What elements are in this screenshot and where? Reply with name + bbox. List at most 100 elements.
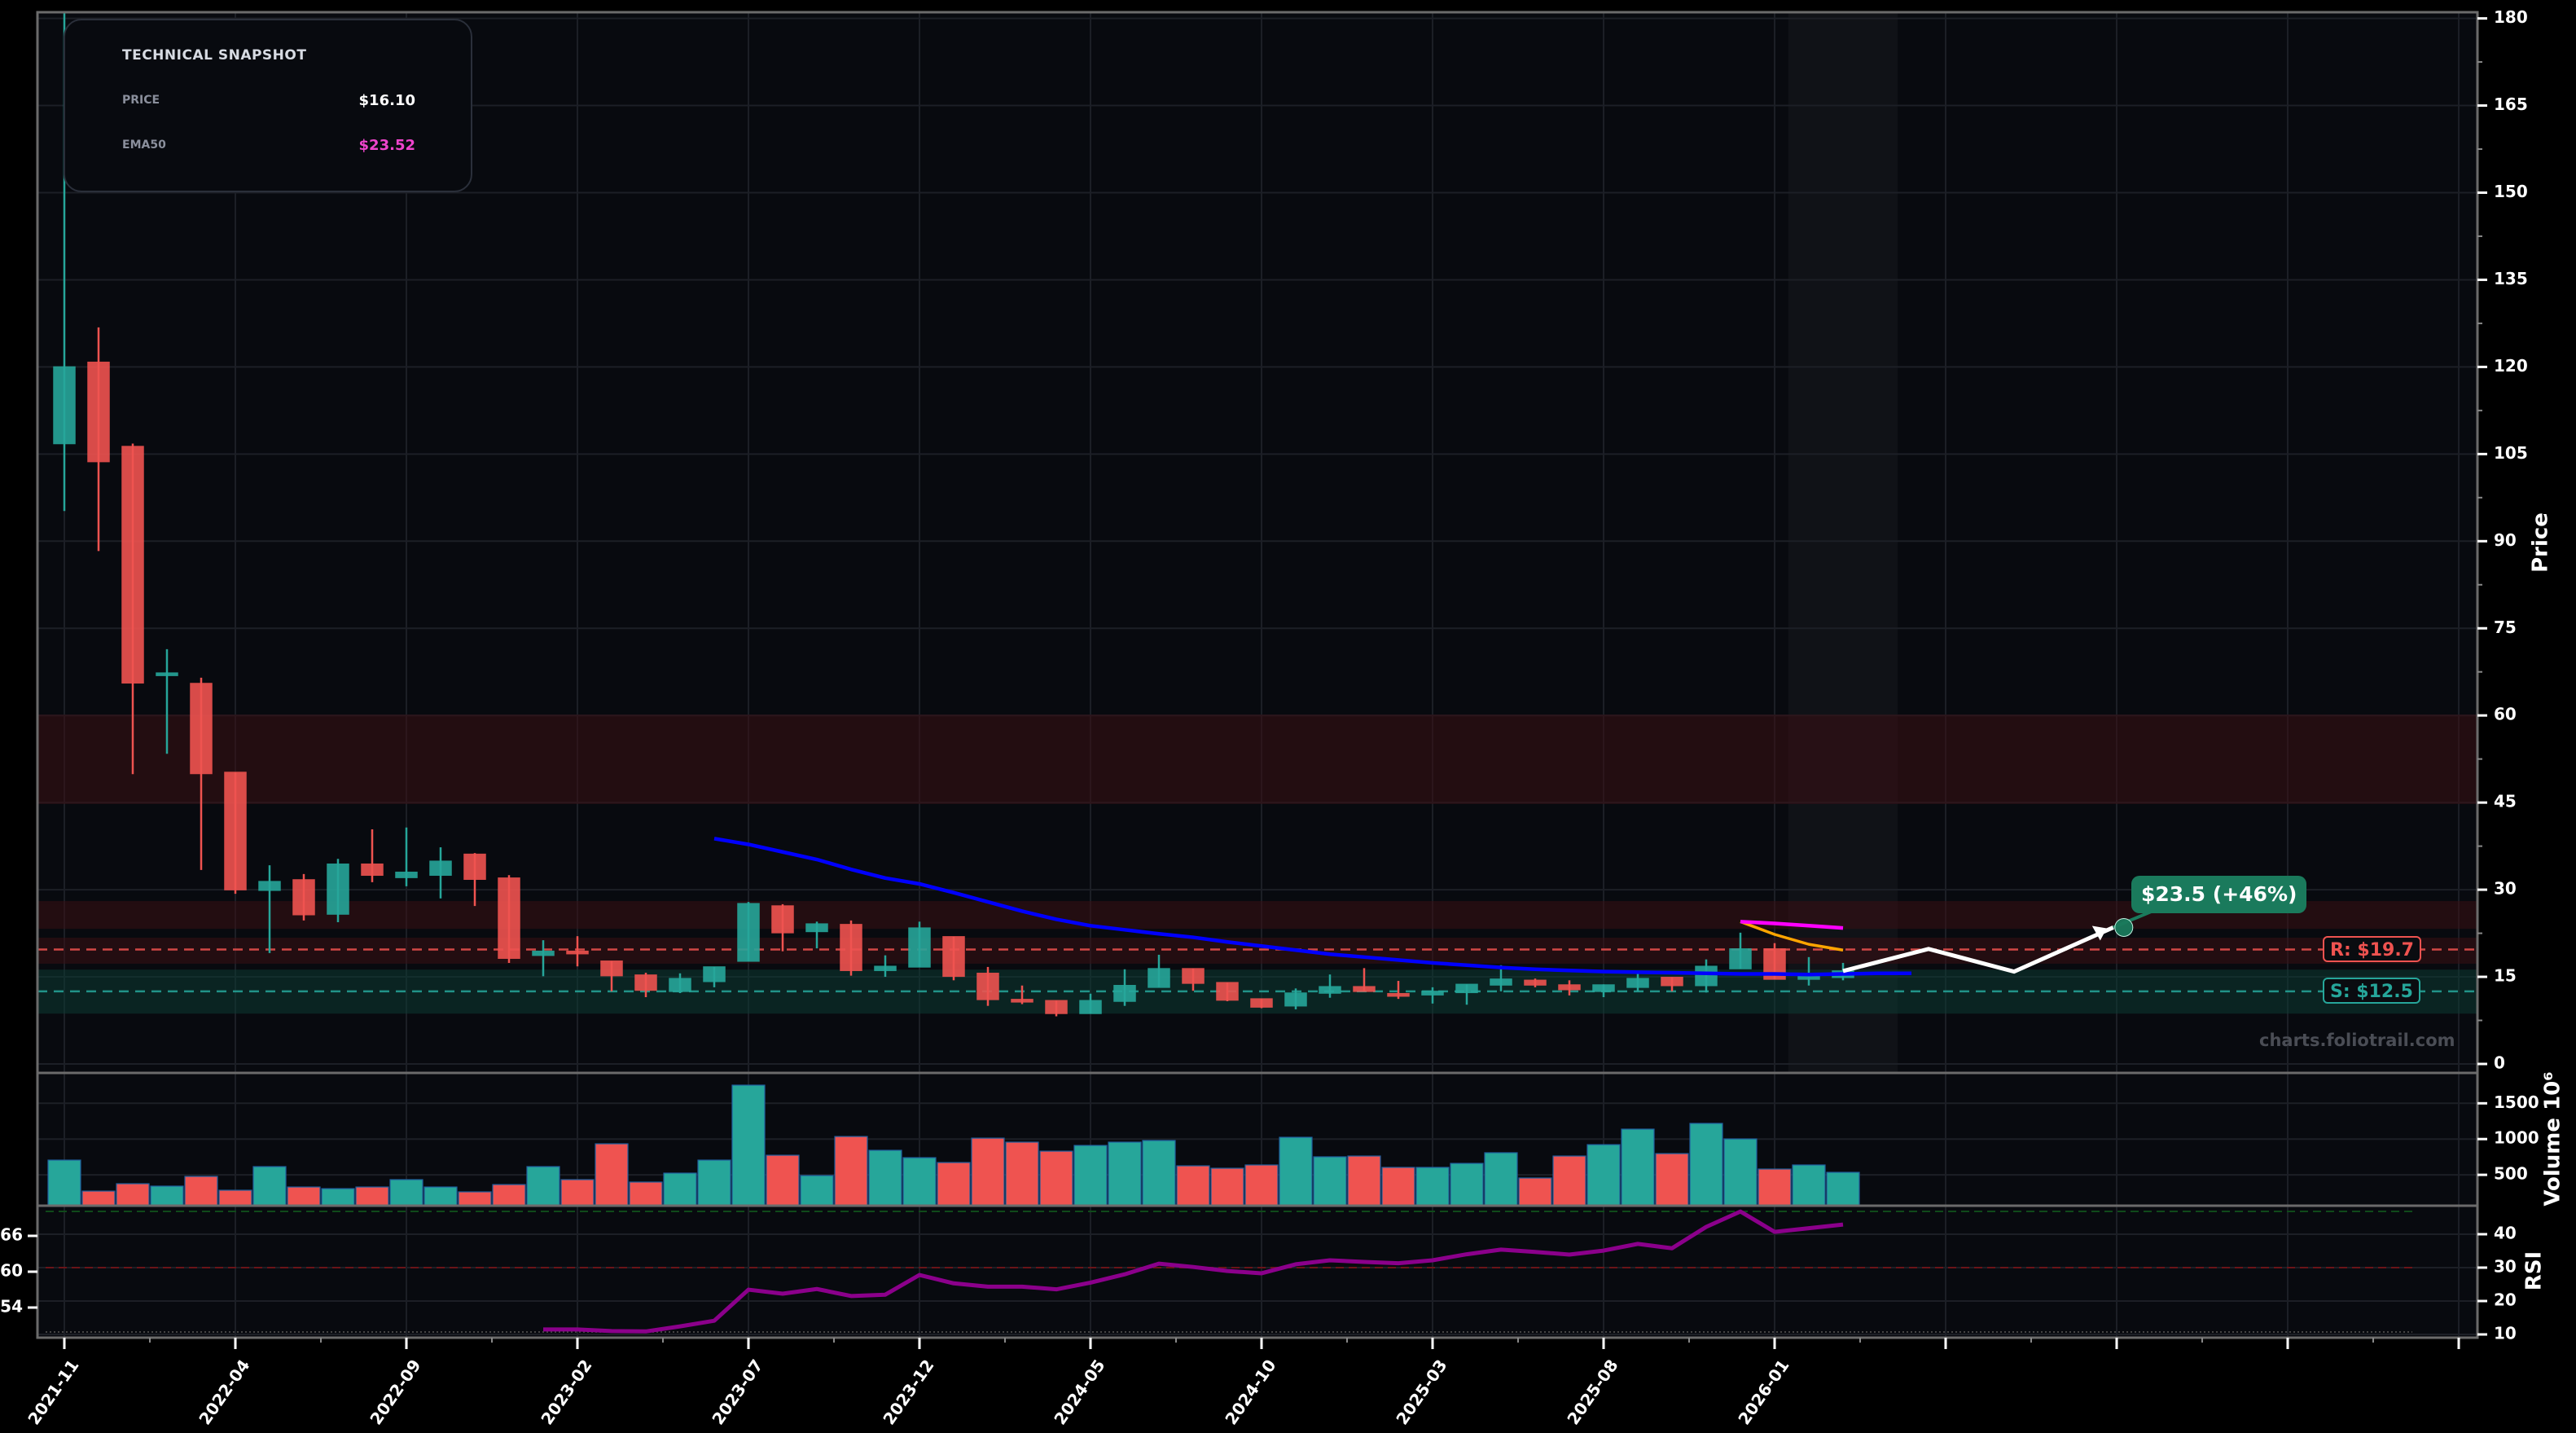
- volume-bar: [560, 1179, 595, 1207]
- candle: [429, 847, 452, 899]
- ema-mid-line: [1740, 920, 1844, 952]
- price-tick: 75: [2494, 618, 2517, 637]
- price-tick: 165: [2494, 95, 2528, 114]
- volume-bar: [971, 1137, 1005, 1207]
- x-tick-label: 2024-10: [1221, 1356, 1279, 1428]
- candle: [1729, 932, 1752, 969]
- volume-bar: [116, 1183, 150, 1207]
- volume-bar: [1450, 1163, 1484, 1207]
- volume-bar: [731, 1084, 766, 1207]
- candle: [566, 936, 589, 967]
- volume-bar: [902, 1157, 937, 1207]
- candle: [669, 973, 691, 994]
- candle: [156, 648, 178, 754]
- target-dot-icon: [2114, 917, 2134, 937]
- volume-bar: [834, 1136, 868, 1207]
- volume-bar: [81, 1190, 116, 1207]
- volume-bar: [1279, 1136, 1313, 1207]
- x-tick-label: 2022-04: [195, 1356, 253, 1428]
- price-tick: 15: [2494, 966, 2517, 986]
- price-tick: 150: [2494, 182, 2528, 201]
- x-tick-label: 2023-02: [537, 1356, 595, 1428]
- ema50-value: $23.52: [358, 137, 415, 154]
- candle: [1319, 974, 1341, 998]
- projection-path: [1842, 925, 2114, 974]
- volume-bar: [1108, 1141, 1142, 1207]
- candle: [737, 902, 760, 962]
- volume-tick: 1000: [2494, 1128, 2539, 1148]
- volume-tick: 500: [2494, 1164, 2528, 1184]
- volume-bar: [1415, 1167, 1450, 1207]
- price-tick: 0: [2494, 1053, 2505, 1073]
- volume-bar: [1723, 1138, 1758, 1207]
- ema-long-line: [713, 837, 1911, 977]
- volume-bar: [150, 1185, 184, 1207]
- volume-bar: [1758, 1168, 1792, 1207]
- volume-bar: [1792, 1164, 1826, 1207]
- volume-bar: [492, 1184, 526, 1207]
- volume-bar: [1586, 1144, 1621, 1207]
- price-tick: 90: [2494, 530, 2517, 550]
- volume-bar: [1073, 1145, 1108, 1207]
- volume-tick: 1500: [2494, 1092, 2539, 1112]
- x-tick-label: 2026-01: [1734, 1356, 1793, 1428]
- candle: [1216, 982, 1239, 1001]
- price-tick: 30: [2494, 879, 2517, 899]
- price-tick: 60: [2494, 705, 2517, 724]
- candle: [1661, 977, 1683, 991]
- candle: [498, 875, 520, 963]
- volume-bar: [663, 1172, 697, 1207]
- candle: [976, 966, 999, 1006]
- price-target-label: $23.5 (+46%): [2131, 876, 2307, 913]
- candle: [121, 443, 144, 775]
- resistance-zone: [37, 714, 2478, 804]
- resistance-zone: [37, 937, 2478, 964]
- arrow-head-icon: [2091, 925, 2107, 941]
- candle: [1626, 970, 1649, 991]
- volume-bar: [423, 1186, 458, 1207]
- candle: [224, 771, 247, 895]
- volume-bar: [1518, 1177, 1552, 1207]
- candle: [1558, 980, 1581, 996]
- volume-bar: [766, 1154, 800, 1207]
- x-tick-label: 2025-03: [1392, 1356, 1450, 1428]
- candle: [600, 960, 623, 991]
- volume-bar: [287, 1186, 321, 1207]
- volume-bar: [184, 1176, 218, 1207]
- volume-bar: [1244, 1164, 1279, 1207]
- volume-bar: [526, 1166, 560, 1207]
- x-tick-label: 2023-12: [879, 1356, 937, 1428]
- price-axis-title: Price: [2529, 512, 2553, 573]
- candle: [1524, 978, 1547, 987]
- volume-bar: [1210, 1167, 1244, 1207]
- candle: [1490, 965, 1512, 991]
- candle: [292, 873, 315, 921]
- volume-bar: [1484, 1152, 1518, 1207]
- volume-bar: [800, 1175, 834, 1207]
- rsi-tick: 30: [2494, 1257, 2517, 1277]
- price-tick: 45: [2494, 792, 2517, 811]
- rsi-tick: 20: [2494, 1290, 2517, 1310]
- candle: [1421, 987, 1444, 1004]
- candle: [1079, 993, 1102, 1014]
- price-value: $16.10: [358, 92, 415, 109]
- volume-bar: [1347, 1155, 1381, 1207]
- volume-bar: [868, 1149, 902, 1207]
- candle: [87, 327, 110, 552]
- ema-short-line: [1740, 920, 1844, 930]
- volume-bar: [355, 1186, 389, 1207]
- rsi-axis-title: RSI: [2522, 1251, 2547, 1290]
- x-tick-label: 2022-09: [366, 1356, 424, 1428]
- volume-bar: [937, 1162, 971, 1207]
- candle: [1284, 988, 1307, 1009]
- candle: [361, 829, 384, 882]
- volume-bar: [1039, 1150, 1073, 1207]
- price-label: PRICE: [122, 94, 160, 107]
- candle: [1148, 954, 1170, 988]
- candle: [1387, 981, 1410, 1000]
- volume-bar: [218, 1189, 252, 1207]
- resistance-zone: [37, 901, 2478, 930]
- volume-bar: [1552, 1155, 1586, 1207]
- volume-bar: [1313, 1156, 1347, 1207]
- volume-bar: [458, 1191, 492, 1207]
